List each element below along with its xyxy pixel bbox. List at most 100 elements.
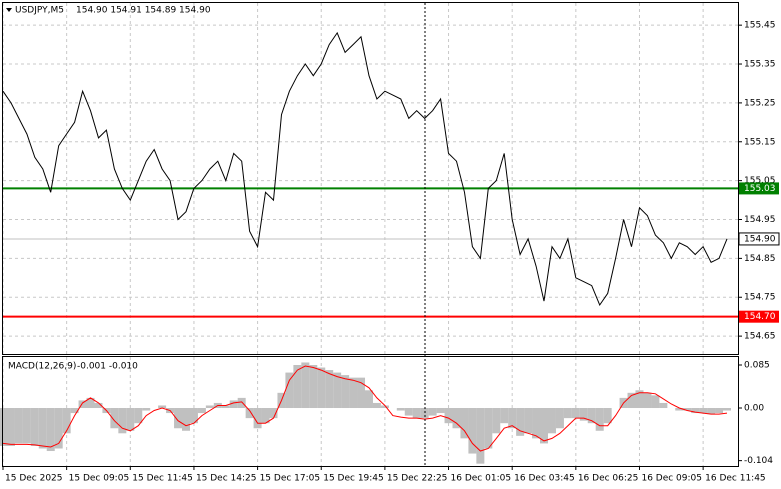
histogram-bar: [492, 408, 501, 434]
histogram-bar: [508, 408, 517, 429]
histogram-bar: [396, 408, 405, 411]
menu-triangle: [6, 8, 12, 12]
x-tick-label: 15 Dec 17:05: [260, 474, 321, 484]
marks: [0, 31, 738, 464]
x-tick-label: 15 Dec 14:25: [196, 474, 257, 484]
histogram-bar: [659, 402, 668, 409]
x-tick-label: 16 Dec 06:25: [578, 474, 639, 484]
histogram-bar: [189, 408, 198, 424]
histogram-bar: [309, 364, 318, 409]
histogram-bar: [30, 408, 39, 446]
price-line: [2, 31, 728, 307]
histogram-bar: [78, 400, 87, 409]
histogram-bar: [70, 408, 79, 414]
histogram-bar: [325, 370, 334, 409]
histogram-bar: [404, 408, 413, 416]
histogram-bar: [428, 408, 437, 416]
histogram-bar: [46, 408, 55, 452]
histogram-bar: [372, 402, 381, 409]
histogram-bar: [118, 408, 127, 434]
symbol-title: USDJPY,M5: [15, 6, 64, 16]
x-tick-label: 15 Dec 19:45: [323, 474, 384, 484]
price-frame: [2, 2, 739, 355]
y-tick-label: 0.085: [744, 360, 770, 370]
ohlc-values: 154.90 154.91 154.89 154.90: [76, 6, 211, 16]
y-tick-label: 0.00: [744, 404, 764, 414]
histogram-bar: [317, 367, 326, 409]
level-label: 155.03: [744, 184, 776, 194]
macd-title: MACD(12,26,9): [8, 362, 76, 372]
histogram-bar: [293, 364, 302, 409]
x-tick-label: 15 Dec 22:25: [387, 474, 448, 484]
histogram-bar: [364, 390, 373, 409]
histogram-bar: [627, 392, 636, 409]
histogram-bar: [229, 400, 238, 409]
histogram-bar: [635, 390, 644, 409]
histogram-bar: [651, 395, 660, 409]
x-tick-label: 15 Dec 11:45: [132, 474, 193, 484]
histogram-bar: [675, 408, 684, 411]
histogram-bar: [134, 408, 143, 424]
level-box: [739, 310, 779, 323]
histogram-bar: [579, 408, 588, 421]
histogram-bar: [205, 405, 214, 409]
x-tick-label: 16 Dec 11:45: [705, 474, 766, 484]
histogram-bar: [158, 405, 167, 409]
y-tick-label: 155.15: [744, 137, 776, 147]
x-tick-label: 16 Dec 09:05: [641, 474, 702, 484]
histogram-bar: [86, 397, 95, 409]
histogram-bar: [94, 402, 103, 409]
histogram-bar: [500, 408, 509, 424]
macd-values: -0.001 -0.010: [77, 362, 138, 372]
signal-line: [2, 365, 728, 452]
histogram-bar: [691, 408, 700, 414]
histogram-bar: [532, 408, 541, 439]
x-tick-label: 16 Dec 03:45: [514, 474, 575, 484]
y-tick-label: 154.85: [744, 254, 776, 264]
histogram-bar: [380, 405, 389, 409]
histogram-bar: [253, 408, 262, 429]
x-tick-label: 15 Dec 2025: [5, 474, 63, 484]
histogram-bar: [540, 408, 549, 444]
histogram-bar: [484, 408, 493, 449]
macd-frame: [2, 356, 739, 467]
histogram-bar: [460, 408, 469, 439]
level-box: [739, 182, 779, 195]
histogram-bar: [22, 408, 31, 444]
y-tick-label: 155.05: [744, 176, 776, 186]
histogram-bar: [142, 408, 151, 411]
histogram-bar: [14, 408, 23, 444]
x-tick-label: 16 Dec 01:05: [451, 474, 512, 484]
x-tick-label: 15 Dec 09:05: [69, 474, 130, 484]
histogram-bar: [110, 408, 119, 429]
histogram-bar: [595, 408, 604, 431]
histogram-bar: [468, 408, 477, 454]
y-tick-label: 155.35: [744, 60, 776, 70]
histogram-bar: [524, 408, 533, 434]
histogram-bar: [62, 408, 71, 434]
histogram-bar: [643, 392, 652, 409]
histogram-bar: [547, 408, 556, 434]
histogram-bar: [237, 397, 246, 409]
histogram-bar: [221, 405, 230, 409]
histogram-bar: [699, 408, 708, 414]
histogram-bar: [54, 408, 63, 449]
histogram-bar: [571, 408, 580, 419]
histogram-bar: [436, 408, 445, 414]
histogram-bar: [245, 408, 254, 419]
y-tick-label: 155.45: [744, 21, 776, 31]
histogram-bar: [174, 408, 183, 429]
histogram-bar: [603, 408, 612, 424]
histogram-bar: [349, 377, 358, 409]
level-label: 154.70: [744, 312, 776, 322]
histogram-bar: [683, 408, 692, 411]
histogram-bar: [261, 408, 270, 424]
y-tick-label: 154.65: [744, 332, 776, 342]
histogram-bar: [38, 408, 47, 449]
histogram-bar: [555, 408, 564, 429]
y-tick-label: 154.95: [744, 215, 776, 225]
histogram-bar: [301, 362, 310, 409]
y-tick-label: 154.75: [744, 293, 776, 303]
histogram-bar: [516, 408, 525, 436]
histogram-bar: [181, 408, 190, 431]
